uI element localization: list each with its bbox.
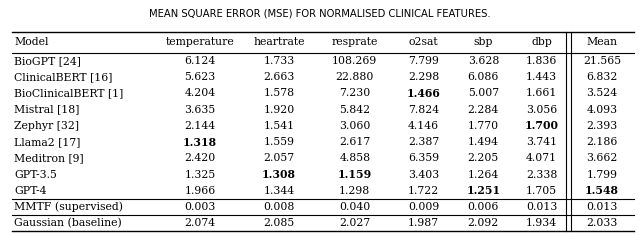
- Text: Mistral [18]: Mistral [18]: [14, 105, 79, 115]
- Text: GPT-3.5: GPT-3.5: [14, 170, 57, 180]
- Text: resprate: resprate: [332, 37, 378, 47]
- Text: MMTF (supervised): MMTF (supervised): [14, 202, 123, 212]
- Text: 1.298: 1.298: [339, 186, 371, 196]
- Text: 0.009: 0.009: [408, 202, 439, 212]
- Text: 3.662: 3.662: [586, 153, 618, 163]
- Text: dbp: dbp: [531, 37, 552, 47]
- Text: 2.387: 2.387: [408, 137, 439, 147]
- Text: 1.934: 1.934: [526, 218, 557, 228]
- Text: 2.617: 2.617: [339, 137, 371, 147]
- Text: 0.040: 0.040: [339, 202, 371, 212]
- Text: 1.799: 1.799: [587, 170, 618, 180]
- Text: sbp: sbp: [474, 37, 493, 47]
- Text: 1.770: 1.770: [468, 121, 499, 131]
- Text: 2.144: 2.144: [184, 121, 216, 131]
- Text: 1.733: 1.733: [264, 56, 295, 66]
- Text: temperature: temperature: [166, 37, 234, 47]
- Text: 1.251: 1.251: [467, 185, 500, 196]
- Text: 6.086: 6.086: [468, 72, 499, 82]
- Text: 0.008: 0.008: [264, 202, 295, 212]
- Text: 1.548: 1.548: [585, 185, 619, 196]
- Text: 1.705: 1.705: [526, 186, 557, 196]
- Text: 2.027: 2.027: [339, 218, 371, 228]
- Text: 2.186: 2.186: [586, 137, 618, 147]
- Text: MEAN SQUARE ERROR (MSE) FOR NORMALISED CLINICAL FEATURES.: MEAN SQUARE ERROR (MSE) FOR NORMALISED C…: [149, 8, 491, 18]
- Text: 2.393: 2.393: [586, 121, 618, 131]
- Text: 6.832: 6.832: [586, 72, 618, 82]
- Text: Gaussian (baseline): Gaussian (baseline): [14, 218, 122, 228]
- Text: Meditron [9]: Meditron [9]: [14, 153, 84, 163]
- Text: GPT-4: GPT-4: [14, 186, 47, 196]
- Text: 4.146: 4.146: [408, 121, 439, 131]
- Text: 1.578: 1.578: [264, 88, 294, 98]
- Text: 3.628: 3.628: [468, 56, 499, 66]
- Text: 3.635: 3.635: [184, 105, 216, 115]
- Text: 1.541: 1.541: [264, 121, 294, 131]
- Text: Zephyr [32]: Zephyr [32]: [14, 121, 79, 131]
- Text: 21.565: 21.565: [583, 56, 621, 66]
- Text: 1.920: 1.920: [264, 105, 295, 115]
- Text: 1.987: 1.987: [408, 218, 439, 228]
- Text: 7.824: 7.824: [408, 105, 439, 115]
- Text: 1.722: 1.722: [408, 186, 439, 196]
- Text: 0.013: 0.013: [586, 202, 618, 212]
- Text: Mean: Mean: [587, 37, 618, 47]
- Text: 1.466: 1.466: [406, 88, 440, 99]
- Text: 1.966: 1.966: [184, 186, 216, 196]
- Text: 3.524: 3.524: [586, 88, 618, 98]
- Text: 2.092: 2.092: [468, 218, 499, 228]
- Text: 1.559: 1.559: [264, 137, 294, 147]
- Text: o2sat: o2sat: [408, 37, 438, 47]
- Text: 2.663: 2.663: [264, 72, 295, 82]
- Text: 1.344: 1.344: [264, 186, 294, 196]
- Text: 7.230: 7.230: [339, 88, 371, 98]
- Text: BioClinicalBERT [1]: BioClinicalBERT [1]: [14, 88, 124, 98]
- Text: BioGPT [24]: BioGPT [24]: [14, 56, 81, 66]
- Text: 2.074: 2.074: [184, 218, 216, 228]
- Text: 22.880: 22.880: [335, 72, 374, 82]
- Text: 1.836: 1.836: [526, 56, 557, 66]
- Text: 4.858: 4.858: [339, 153, 371, 163]
- Text: Llama2 [17]: Llama2 [17]: [14, 137, 81, 147]
- Text: Model: Model: [14, 37, 49, 47]
- Text: 0.006: 0.006: [468, 202, 499, 212]
- Text: 4.093: 4.093: [586, 105, 618, 115]
- Text: 2.420: 2.420: [184, 153, 216, 163]
- Text: 6.359: 6.359: [408, 153, 439, 163]
- Text: 7.799: 7.799: [408, 56, 439, 66]
- Text: 1.264: 1.264: [468, 170, 499, 180]
- Text: 1.308: 1.308: [262, 169, 296, 180]
- Text: 1.661: 1.661: [526, 88, 557, 98]
- Text: 0.013: 0.013: [526, 202, 557, 212]
- Text: 108.269: 108.269: [332, 56, 378, 66]
- Text: 2.338: 2.338: [526, 170, 557, 180]
- Text: ClinicalBERT [16]: ClinicalBERT [16]: [14, 72, 113, 82]
- Text: 2.057: 2.057: [264, 153, 294, 163]
- Text: 6.124: 6.124: [184, 56, 216, 66]
- Text: 2.284: 2.284: [468, 105, 499, 115]
- Text: 1.700: 1.700: [524, 120, 559, 131]
- Text: 3.741: 3.741: [526, 137, 557, 147]
- Text: heartrate: heartrate: [253, 37, 305, 47]
- Text: 1.159: 1.159: [338, 169, 372, 180]
- Text: 1.443: 1.443: [526, 72, 557, 82]
- Text: 2.205: 2.205: [468, 153, 499, 163]
- Text: 2.033: 2.033: [586, 218, 618, 228]
- Text: 2.085: 2.085: [264, 218, 295, 228]
- Text: 5.623: 5.623: [184, 72, 216, 82]
- Text: 2.298: 2.298: [408, 72, 439, 82]
- Text: 5.007: 5.007: [468, 88, 499, 98]
- Text: 5.842: 5.842: [339, 105, 371, 115]
- Text: 0.003: 0.003: [184, 202, 216, 212]
- Text: 4.071: 4.071: [526, 153, 557, 163]
- Text: 3.403: 3.403: [408, 170, 439, 180]
- Text: 3.056: 3.056: [526, 105, 557, 115]
- Text: 4.204: 4.204: [184, 88, 216, 98]
- Text: 1.325: 1.325: [184, 170, 216, 180]
- Text: 1.494: 1.494: [468, 137, 499, 147]
- Text: 1.318: 1.318: [183, 137, 217, 148]
- Text: 3.060: 3.060: [339, 121, 371, 131]
